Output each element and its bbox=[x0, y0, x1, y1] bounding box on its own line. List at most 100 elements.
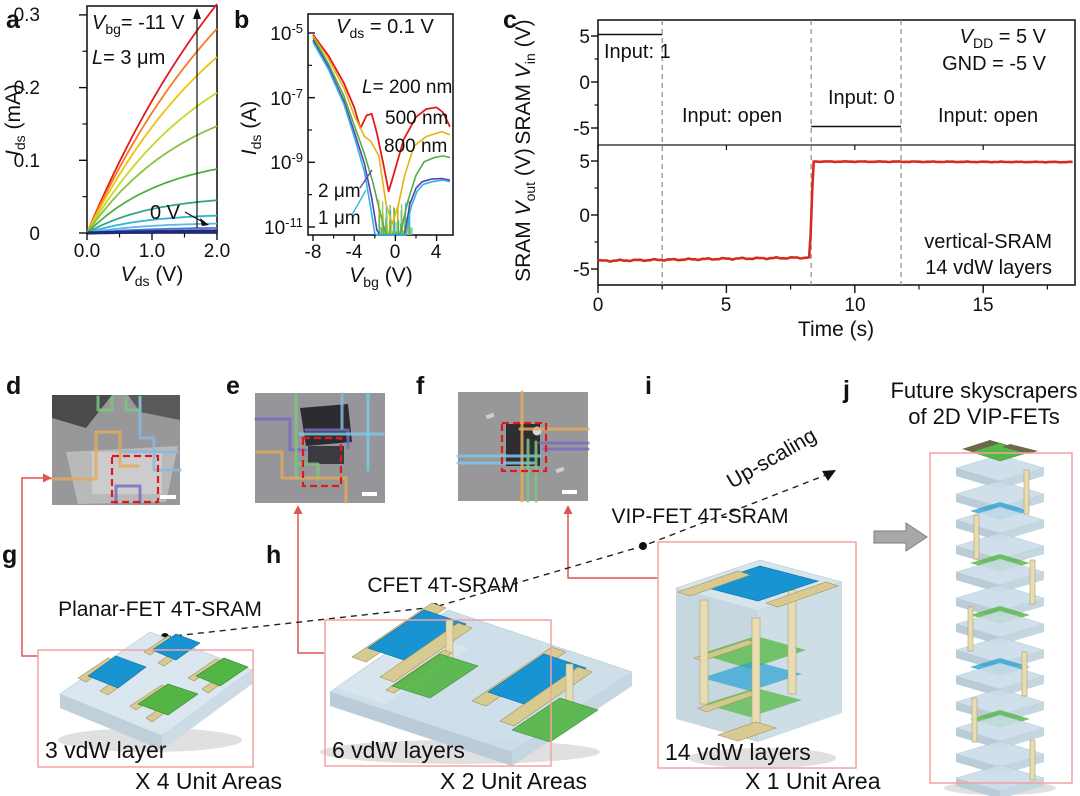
j-outline-box bbox=[929, 452, 1073, 784]
j-pillar bbox=[1029, 739, 1036, 781]
b-legend-leader-2um bbox=[359, 169, 373, 189]
c-xtick: 5 bbox=[721, 295, 732, 316]
b-legend-800nm: 800 nm bbox=[384, 136, 447, 157]
a-xtick: 2.0 bbox=[204, 241, 230, 262]
panel-a: a 0.3 0.2 0.1 0 0.0 1.0 2.0 Ids (mA) Vds… bbox=[2, 3, 230, 289]
c-ytick-top: -5 bbox=[573, 119, 590, 140]
c-ytick-top: 0 bbox=[579, 73, 590, 94]
g-slab-side bbox=[162, 670, 252, 750]
h-units-label: X 2 Unit Areas bbox=[440, 768, 587, 794]
c-xtick: 15 bbox=[972, 295, 993, 316]
g-channel-green bbox=[137, 683, 199, 716]
b-curve bbox=[312, 35, 451, 225]
h-channel-green-bottom bbox=[511, 697, 599, 743]
sem-e-scalebar bbox=[362, 492, 377, 496]
a-xlabel: Vds (V) bbox=[121, 263, 184, 289]
a-curve bbox=[86, 91, 218, 234]
c-xtick: 0 bbox=[593, 295, 604, 316]
a-annotation-length: L= 3 μm bbox=[92, 47, 165, 69]
b-xtick: -4 bbox=[346, 242, 363, 263]
c-annotation-open2: Input: open bbox=[938, 105, 1038, 127]
panel-j: j Future skyscrapers of 2D VIP-FETs bbox=[842, 376, 1078, 796]
j-pillar bbox=[1029, 559, 1036, 605]
sem-d-wire-purple bbox=[114, 484, 142, 505]
b-xtick: 4 bbox=[431, 242, 442, 263]
zero-v-pointer-head bbox=[200, 218, 209, 226]
h-channel-blue-top bbox=[367, 609, 467, 663]
i-units-label: X 1 Unit Area bbox=[745, 768, 881, 794]
sem-d-highlight-box bbox=[110, 454, 160, 504]
panel-b-label: b bbox=[234, 6, 249, 34]
b-legend-200nm: L= 200 nm bbox=[362, 77, 452, 98]
panel-d-label: d bbox=[6, 372, 21, 400]
c-xtick: 10 bbox=[844, 295, 865, 316]
panel-c-traces bbox=[591, 20, 1073, 293]
i-top-rail bbox=[677, 570, 751, 597]
j-tower bbox=[955, 440, 1045, 796]
g-channel-blue bbox=[87, 655, 147, 689]
i-pillar bbox=[699, 599, 709, 705]
a-curve bbox=[86, 214, 218, 234]
panel-a-curves bbox=[79, 3, 218, 240]
connector-f-to-i bbox=[567, 512, 658, 579]
b-xtick: -8 bbox=[305, 242, 322, 263]
a-curve bbox=[86, 168, 218, 234]
i-shadow bbox=[688, 748, 836, 768]
b-ylabel: Ids (A) bbox=[238, 101, 264, 155]
sem-d-scalebar bbox=[160, 495, 176, 499]
right-arrow-icon bbox=[873, 522, 928, 552]
a-xtick: 1.0 bbox=[139, 241, 165, 262]
panel-c-frame bbox=[597, 19, 1076, 286]
c-vout-trace bbox=[597, 159, 1073, 263]
sem-e-wire-orange bbox=[254, 450, 348, 504]
i-pillar bbox=[751, 617, 761, 731]
a-curve bbox=[86, 229, 218, 235]
j-pillar bbox=[973, 514, 980, 560]
panel-g: g Planar-FET 4T-SRAM 3 vdW layer X 4 Uni… bbox=[2, 541, 282, 794]
connector-f-arrowhead bbox=[563, 505, 573, 514]
sem-e-device-dark bbox=[308, 446, 344, 464]
c-xlabel: Time (s) bbox=[798, 318, 874, 341]
g-title: Planar-FET 4T-SRAM bbox=[58, 598, 262, 621]
panel-g-label: g bbox=[2, 541, 17, 569]
sem-d-wire-blue bbox=[138, 396, 182, 472]
c-annotation-open1: Input: open bbox=[682, 105, 782, 127]
i-foot bbox=[717, 721, 777, 742]
g-units-label: X 4 Unit Areas bbox=[135, 768, 282, 794]
g-channel-green bbox=[195, 657, 249, 687]
b-xtick: 0 bbox=[390, 242, 401, 263]
sem-d-wire-orange bbox=[50, 430, 140, 481]
g-vdw-label: 3 vdW layer bbox=[45, 737, 167, 763]
h-channel-green-bottom bbox=[391, 653, 479, 699]
h-unit-area-box bbox=[324, 619, 552, 767]
c-ylabel-vin: SRAM Vin (V) bbox=[512, 19, 538, 144]
panel-c: c 5 0 -5 5 0 -5 0 5 10 15 Time (s) SRAM … bbox=[503, 6, 1076, 341]
j-pillar bbox=[1023, 469, 1030, 515]
a-curve bbox=[86, 199, 218, 234]
panel-i: i VIP-FET 4T-SRAM Up-scaling 14 vdW laye… bbox=[612, 372, 881, 794]
a-ytick: 0.2 bbox=[14, 78, 40, 99]
upscaling-trajectory bbox=[164, 474, 827, 638]
b-title: Vds = 0.1 V bbox=[336, 16, 434, 41]
b-xlabel: Vbg (V) bbox=[349, 264, 412, 290]
a-ytick: 0.1 bbox=[14, 151, 40, 172]
connector-e-arrowhead bbox=[293, 505, 303, 514]
panel-a-label: a bbox=[6, 6, 21, 34]
c-ylabel-vout: SRAM Vout (V) bbox=[512, 148, 538, 282]
h-title: CFET 4T-SRAM bbox=[367, 574, 518, 597]
b-legend-1um: 1 μm bbox=[318, 208, 361, 229]
vbg-sweep-arrowhead bbox=[193, 8, 201, 19]
panel-d: d bbox=[6, 372, 182, 505]
i-pillar bbox=[787, 589, 797, 695]
j-pillar bbox=[971, 697, 978, 743]
b-ytick: 10-7 bbox=[270, 86, 303, 110]
panel-i-label: i bbox=[645, 372, 652, 400]
b-legend-leader-1um bbox=[351, 189, 367, 216]
c-annotation-vdd: VDD = 5 V bbox=[960, 26, 1047, 51]
panel-f: f bbox=[416, 372, 590, 503]
i-title: VIP-FET 4T-SRAM bbox=[612, 505, 789, 528]
panel-f-label: f bbox=[416, 372, 425, 400]
i-top-rail bbox=[765, 581, 839, 608]
a-ylabel: Ids (mA) bbox=[2, 84, 28, 156]
c-ytick-top: 5 bbox=[579, 27, 590, 48]
